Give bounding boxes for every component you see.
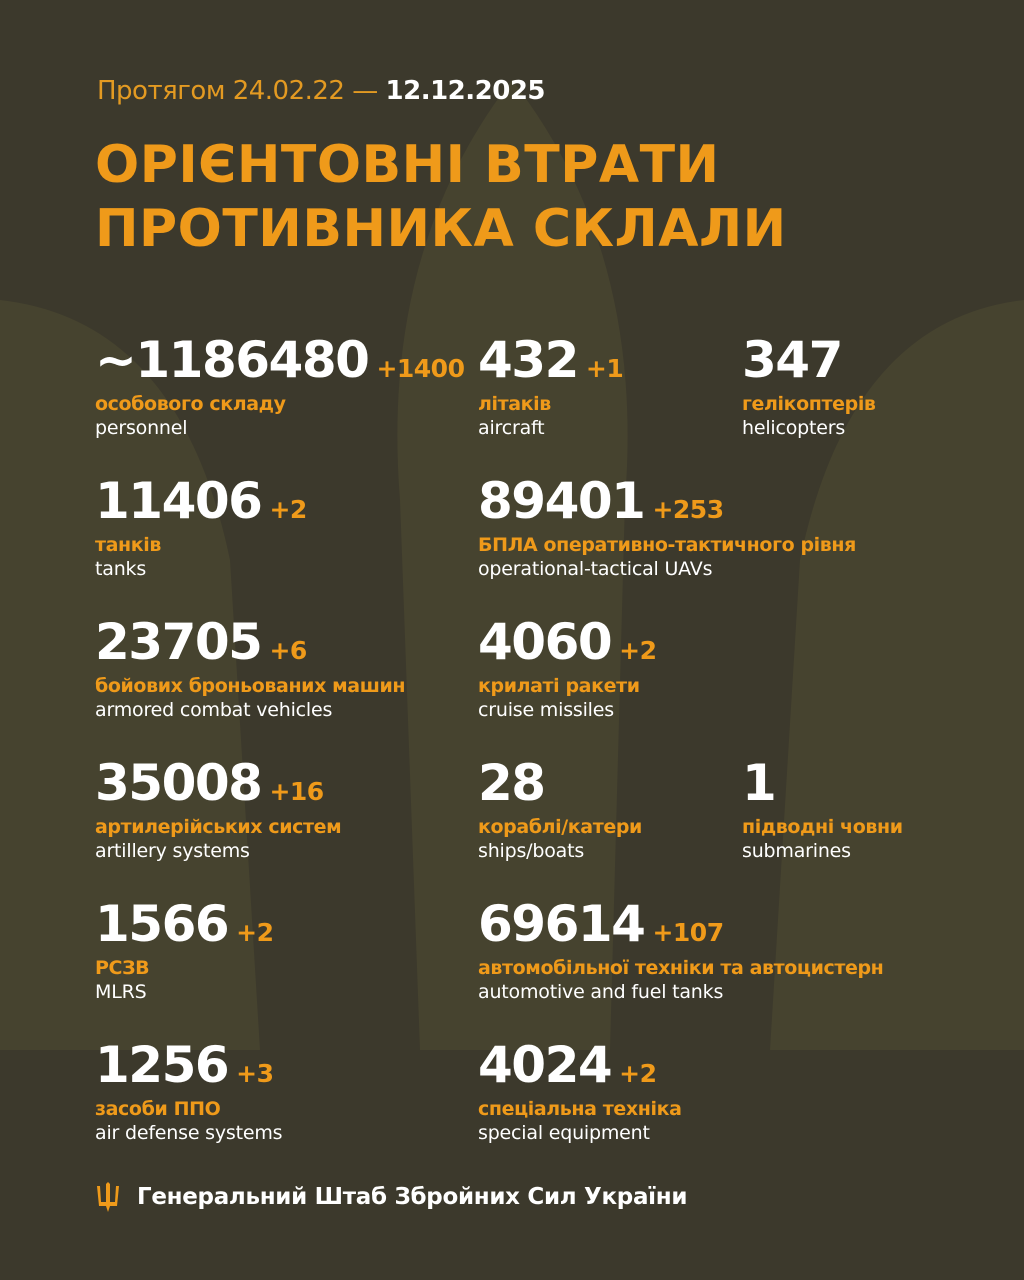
stat-value: 11406 (95, 472, 263, 530)
stat-delta: +253 (652, 495, 724, 524)
stat-label-en: MLRS (95, 981, 147, 1003)
stat-delta: +107 (652, 918, 724, 947)
stat-label-en: automotive and fuel tanks (478, 981, 724, 1003)
stat-delta: +1400 (376, 354, 465, 383)
stat-delta: +6 (269, 636, 307, 665)
stat-armored-combat-vehicles: 23705 +6 бойових броньованих машин armored … (95, 614, 406, 722)
period-end: 12.12.2025 (385, 76, 546, 106)
stat-special-equipment: 4024 +2 спеціальна техніка special equipmen… (478, 1037, 682, 1145)
stat-label-en: artillery systems (95, 840, 250, 862)
stat-value: 35008 (95, 754, 263, 812)
stat-value: 432 (478, 331, 579, 389)
stat-air-defense-systems: 1256 +3 засоби ППО air defense systems (95, 1037, 283, 1145)
stat-cruise-missiles: 4060 +2 крилаті ракети cruise missiles (478, 614, 657, 722)
stat-value-row: 89401 +253 (478, 473, 856, 529)
stat-value: 1256 (95, 1036, 230, 1094)
stat-value: 347 (742, 331, 843, 389)
footer-text: Генеральний Штаб Збройних Сил України (137, 1184, 688, 1210)
title-line-1: ОРІЄНТОВНІ ВТРАТИ (95, 135, 720, 195)
stat-label-ua: автомобільної техніки та автоцистерн (478, 957, 884, 979)
stat-label-ua: особового складу (95, 393, 286, 415)
stat-value-row: 432 +1 (478, 331, 624, 389)
stat-value: 1566 (95, 895, 230, 953)
stat-value-row: 69614 +107 (478, 896, 883, 952)
stat-value: 4060 (478, 613, 613, 671)
stat-label-ua: літаків (478, 393, 551, 415)
stat-label-en: submarines (742, 840, 851, 862)
stat-label-ua: БПЛА оперативно-тактичного рівня (478, 534, 856, 556)
stat-value-row: 35008 +16 (95, 755, 341, 811)
stat-value-row: 28 (478, 755, 642, 811)
stat-label-en: armored combat vehicles (95, 699, 333, 721)
stat-value: 4024 (478, 1036, 613, 1094)
stat-label-en: air defense systems (95, 1122, 283, 1144)
stat-value: 28 (478, 754, 546, 812)
stat-value-row: 347 (742, 332, 876, 388)
stat-label-en: cruise missiles (478, 699, 614, 721)
stat-delta: +16 (269, 777, 324, 806)
title-line-2: ПРОТИВНИКА СКЛАЛИ (95, 199, 787, 259)
stat-label-ua: РСЗВ (95, 957, 150, 979)
stat-value-row: ~1186480 +1400 (95, 331, 465, 389)
stat-value-row: 4060 +2 (478, 614, 657, 670)
stat-delta: +3 (236, 1059, 274, 1088)
stat-personnel: ~1186480 +1400 особового складу personnel (95, 331, 465, 440)
stat-label-en: personnel (95, 417, 188, 439)
stat-submarines: 1 підводні човни submarines (742, 755, 903, 863)
stat-label-ua: кораблі/катери (478, 816, 642, 838)
stat-label-ua: гелікоптерів (742, 393, 876, 415)
stat-value-row: 23705 +6 (95, 614, 405, 670)
stat-delta: +2 (619, 1059, 657, 1088)
stat-value: 89401 (478, 472, 646, 530)
stat-helicopters: 347 гелікоптерів helicopters (742, 332, 876, 440)
stat-artillery-systems: 35008 +16 артилерійських систем artillery s… (95, 755, 342, 863)
stat-aircraft: 432 +1 літаків aircraft (478, 331, 624, 440)
stat-label-ua: підводні човни (742, 816, 903, 838)
stat-label-en: helicopters (742, 417, 846, 439)
stat-delta: +2 (269, 495, 307, 524)
stat-delta: +1 (585, 354, 624, 383)
page-title: ОРІЄНТОВНІ ВТРАТИ ПРОТИВНИКА СКЛАЛИ (95, 133, 787, 261)
footer: Генеральний Штаб Збройних Сил України (95, 1182, 687, 1212)
stat-value-row: 1256 +3 (95, 1037, 282, 1093)
stat-value: 1 (742, 754, 777, 812)
stat-automotive-and-fuel-tanks: 69614 +107 автомобільної техніки та автоци… (478, 896, 884, 1004)
stat-delta: +2 (619, 636, 657, 665)
stat-operational-tactical-uavs: 89401 +253 БПЛА оперативно-тактичного рівн… (478, 473, 856, 581)
stat-label-en: special equipment (478, 1122, 650, 1144)
stat-delta: +2 (236, 918, 274, 947)
stat-label-ua: танків (95, 534, 161, 556)
stat-label-ua: бойових броньованих машин (95, 675, 406, 697)
stat-value: 69614 (478, 895, 646, 953)
stat-label-en: operational-tactical UAVs (478, 558, 713, 580)
stat-label-en: aircraft (478, 417, 545, 439)
stat-label-en: ships/boats (478, 840, 585, 862)
stat-value-row: 1 (742, 755, 903, 811)
stat-mlrs: 1566 +2 РСЗВ MLRS (95, 896, 274, 1004)
stat-label-ua: артилерійських систем (95, 816, 342, 838)
stat-label-en: tanks (95, 558, 147, 580)
stat-value: ~1186480 (95, 331, 370, 389)
stat-value: 23705 (95, 613, 263, 671)
stat-label-ua: спеціальна техніка (478, 1098, 682, 1120)
trident-icon (97, 1182, 119, 1212)
stat-ships-boats: 28 кораблі/катери ships/boats (478, 755, 642, 863)
stat-tanks: 11406 +2 танків tanks (95, 473, 307, 581)
stat-value-row: 1566 +2 (95, 896, 274, 952)
stat-label-ua: засоби ППО (95, 1098, 221, 1120)
period-start: Протягом 24.02.22 — (97, 76, 378, 106)
stat-value-row: 4024 +2 (478, 1037, 682, 1093)
stat-label-ua: крилаті ракети (478, 675, 640, 697)
stat-value-row: 11406 +2 (95, 473, 307, 529)
period: Протягом 24.02.22 — 12.12.2025 (97, 76, 546, 106)
